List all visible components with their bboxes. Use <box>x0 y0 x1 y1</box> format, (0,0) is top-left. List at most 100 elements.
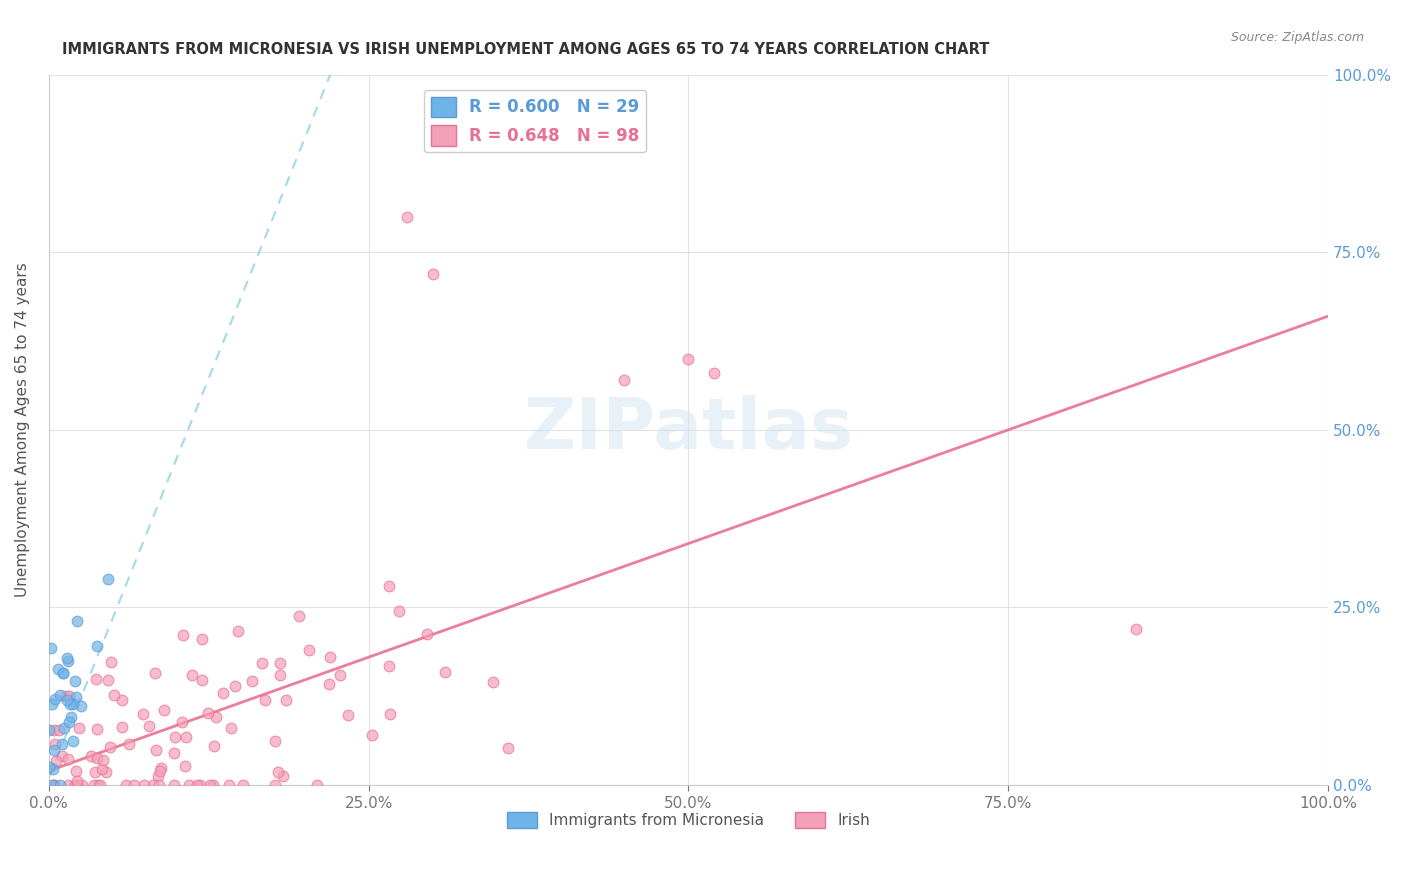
Immigrants from Micronesia <box>38 723 60 737</box>
Immigrants from Micronesia <box>51 665 73 680</box>
Irish <box>163 778 186 792</box>
Irish <box>253 693 276 707</box>
Irish <box>143 666 166 681</box>
Irish <box>70 778 93 792</box>
Irish <box>86 778 108 792</box>
Irish <box>172 714 194 729</box>
Irish <box>94 764 117 779</box>
Irish <box>422 267 444 281</box>
Irish <box>202 739 225 753</box>
Irish <box>232 778 254 792</box>
Irish <box>89 778 111 792</box>
Irish <box>218 778 240 792</box>
Irish <box>269 668 291 682</box>
Irish <box>51 749 73 764</box>
Irish <box>93 752 115 766</box>
Irish <box>226 624 249 639</box>
Irish <box>263 778 285 792</box>
Immigrants from Micronesia <box>86 639 108 653</box>
Irish <box>56 778 79 792</box>
Irish <box>55 689 77 703</box>
Irish <box>90 762 112 776</box>
Irish <box>177 778 200 792</box>
Irish <box>395 210 418 224</box>
Immigrants from Micronesia <box>97 572 120 586</box>
Irish <box>378 706 401 721</box>
Immigrants from Micronesia <box>44 691 66 706</box>
Immigrants from Micronesia <box>41 778 63 792</box>
Irish <box>273 769 295 783</box>
Legend: Immigrants from Micronesia, Irish: Immigrants from Micronesia, Irish <box>501 806 876 834</box>
Irish <box>176 731 198 745</box>
Irish <box>44 778 66 792</box>
Immigrants from Micronesia <box>49 689 72 703</box>
Immigrants from Micronesia <box>70 699 93 714</box>
Irish <box>83 765 105 780</box>
Irish <box>98 739 121 754</box>
Irish <box>111 693 134 707</box>
Irish <box>1125 622 1147 636</box>
Irish <box>191 673 214 688</box>
Irish <box>188 778 211 792</box>
Irish <box>186 778 208 792</box>
Irish <box>115 778 138 792</box>
Irish <box>86 723 108 737</box>
Text: Source: ZipAtlas.com: Source: ZipAtlas.com <box>1230 31 1364 45</box>
Irish <box>378 579 401 593</box>
Irish <box>132 778 155 792</box>
Irish <box>224 679 246 693</box>
Irish <box>174 759 197 773</box>
Irish <box>111 719 134 733</box>
Immigrants from Micronesia <box>56 650 79 665</box>
Irish <box>56 751 79 765</box>
Irish <box>67 721 90 735</box>
Immigrants from Micronesia <box>66 615 89 629</box>
Immigrants from Micronesia <box>42 762 65 776</box>
Irish <box>48 723 70 738</box>
Immigrants from Micronesia <box>39 640 62 655</box>
Irish <box>122 778 145 792</box>
Irish <box>482 675 505 690</box>
Irish <box>202 778 225 792</box>
Irish <box>65 778 87 792</box>
Irish <box>80 748 103 763</box>
Irish <box>205 710 228 724</box>
Irish <box>269 656 291 670</box>
Text: ZIPatlas: ZIPatlas <box>523 395 853 465</box>
Immigrants from Micronesia <box>59 697 82 711</box>
Immigrants from Micronesia <box>56 654 79 668</box>
Irish <box>221 721 243 735</box>
Irish <box>65 773 87 788</box>
Irish <box>361 728 384 742</box>
Irish <box>65 764 87 778</box>
Irish <box>240 674 263 689</box>
Immigrants from Micronesia <box>58 714 80 729</box>
Irish <box>58 689 80 703</box>
Irish <box>142 778 165 792</box>
Irish <box>145 743 167 757</box>
Immigrants from Micronesia <box>41 697 63 711</box>
Irish <box>152 703 174 717</box>
Immigrants from Micronesia <box>51 737 73 751</box>
Irish <box>297 643 319 657</box>
Immigrants from Micronesia <box>65 690 87 704</box>
Irish <box>103 688 125 702</box>
Irish <box>415 627 437 641</box>
Irish <box>288 609 311 624</box>
Immigrants from Micronesia <box>42 742 65 756</box>
Irish <box>97 673 120 687</box>
Irish <box>118 737 141 751</box>
Irish <box>388 605 411 619</box>
Immigrants from Micronesia <box>51 666 73 681</box>
Immigrants from Micronesia <box>38 760 60 774</box>
Irish <box>83 778 105 792</box>
Irish <box>337 708 360 723</box>
Irish <box>86 750 108 764</box>
Immigrants from Micronesia <box>46 662 69 676</box>
Irish <box>63 778 86 792</box>
Irish <box>267 764 290 779</box>
Irish <box>165 730 187 744</box>
Immigrants from Micronesia <box>56 693 79 707</box>
Irish <box>274 693 297 707</box>
Irish <box>200 778 222 792</box>
